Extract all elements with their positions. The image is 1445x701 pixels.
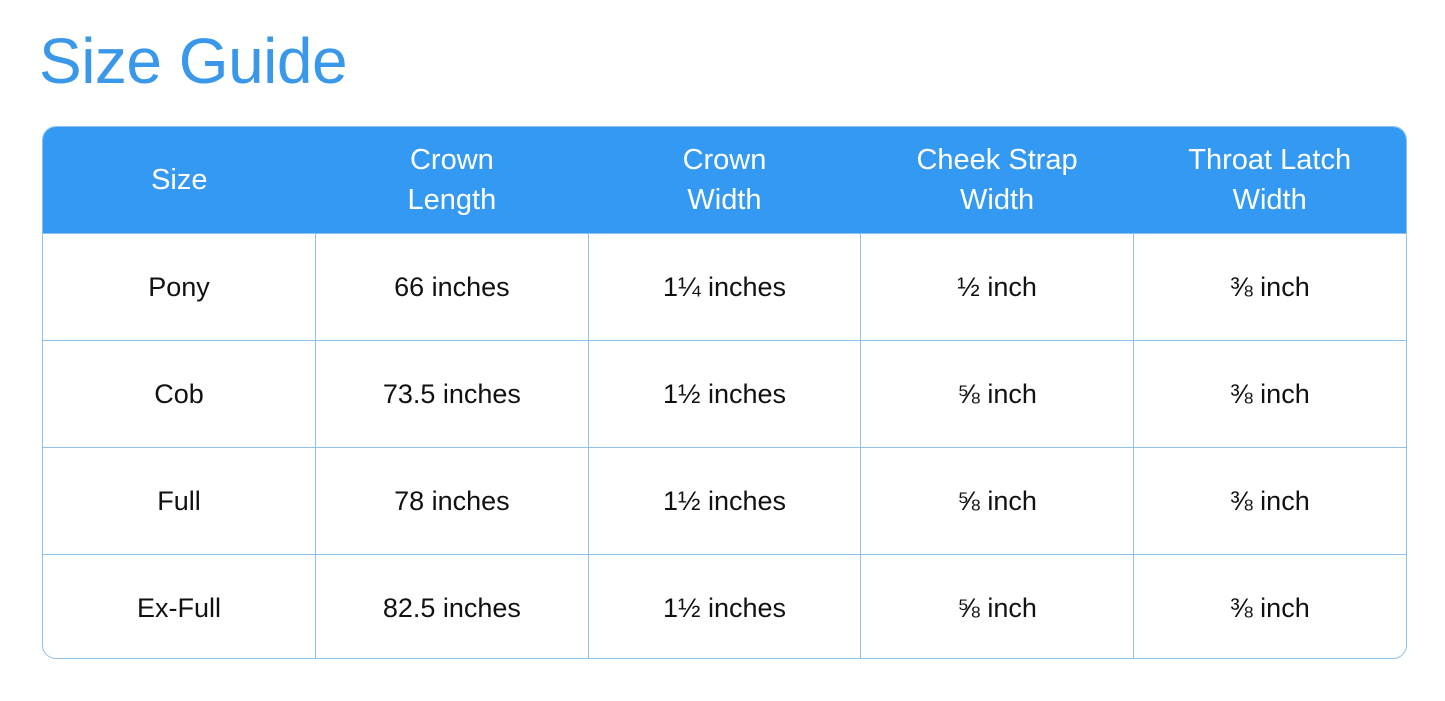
table-cell: ⅜ inch [1132,340,1406,448]
table-cell: ⅝ inch [860,340,1134,448]
table-cell: Pony [43,233,316,341]
header-row: Size Crown Length Crown Width Cheek Strap W… [43,127,1406,234]
table-cell: 82.5 inches [315,554,589,658]
table-cell: 73.5 inches [315,340,589,448]
column-header: Crown Width [588,127,861,234]
table-cell: ⅝ inch [860,447,1134,555]
page-title: Size Guide [39,25,348,97]
table-cell: Full [43,447,316,555]
table-cell: Ex-Full [43,554,316,658]
table-cell: 1½ inches [587,447,861,555]
table-cell: 1½ inches [587,554,861,658]
table-row: Full 78 inches 1½ inches ⅝ inch ⅜ inch [43,447,1406,555]
table-cell: Cob [43,340,316,448]
table-cell: ⅜ inch [1132,233,1406,341]
column-header: Size [43,127,316,234]
table-cell: 66 inches [315,233,589,341]
table-cell: 1½ inches [587,340,861,448]
table-cell: ⅝ inch [860,554,1134,658]
table-cell: ½ inch [860,233,1134,341]
table-cell: ⅜ inch [1132,447,1406,555]
column-header: Throat Latch Width [1133,127,1406,234]
table-cell: 78 inches [315,447,589,555]
size-guide-table: Size Crown Length Crown Width Cheek Strap W… [42,126,1407,659]
table-row: Ex-Full 82.5 inches 1½ inches ⅝ inch ⅜ inch [43,554,1406,658]
table-cell: ⅜ inch [1132,554,1406,658]
table-cell: 1¼ inches [587,233,861,341]
table-row: Pony 66 inches 1¼ inches ½ inch ⅜ inch [43,233,1406,341]
column-header: Cheek Strap Width [860,127,1134,234]
column-header: Crown Length [315,127,589,234]
table-row: Cob 73.5 inches 1½ inches ⅝ inch ⅜ inch [43,340,1406,448]
